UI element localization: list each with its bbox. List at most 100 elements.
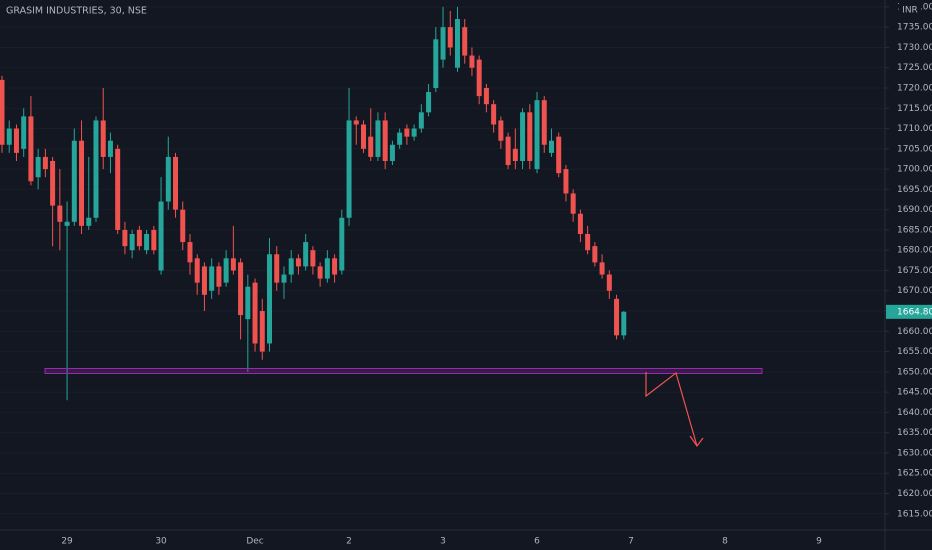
x-tick-label: 6 — [534, 537, 540, 547]
candle-body — [462, 27, 468, 56]
candle-body — [353, 120, 359, 125]
y-tick-label: 1705.00 — [897, 144, 932, 154]
candle-body — [534, 100, 540, 170]
candle-body — [288, 258, 294, 275]
candle-body — [274, 254, 280, 283]
arrow-drawing[interactable] — [645, 371, 698, 447]
chart-title: GRASIM INDUSTRIES, 30, NSE — [6, 6, 147, 17]
support-zone[interactable] — [44, 368, 763, 374]
y-tick-label: 1720.00 — [897, 83, 932, 93]
candle-body — [310, 250, 316, 267]
candle-body — [93, 120, 99, 218]
candle-body — [317, 266, 323, 279]
candle-body — [115, 148, 121, 230]
candle-body — [295, 258, 301, 267]
candle-body — [520, 112, 526, 161]
arrow-head — [689, 435, 704, 448]
candle-body — [223, 258, 229, 283]
candle-body — [491, 104, 497, 125]
candle-body — [375, 120, 381, 157]
candle-body — [346, 120, 352, 218]
candle-body — [368, 136, 374, 157]
candle-body — [541, 100, 547, 145]
y-tick-label: 1630.00 — [897, 448, 932, 458]
y-tick-label: 1615.00 — [897, 509, 932, 519]
last-price-box — [886, 304, 932, 319]
axes: 1615.00 1620.00 1625.00 1630.00 1635.00 1640.… — [61, 2, 932, 547]
x-tick-label: 30 — [155, 537, 167, 547]
candle-body — [136, 229, 142, 247]
candle-body — [433, 39, 439, 88]
candles — [0, 6, 627, 401]
candle-body — [548, 140, 554, 153]
candle-body — [216, 266, 222, 287]
candle-body — [13, 128, 19, 153]
title-bg — [4, 3, 116, 19]
candle-body — [173, 156, 179, 210]
candle-body — [606, 274, 612, 291]
y-tick-label: 1620.00 — [897, 489, 932, 499]
last-price-label: 1664.80 — [897, 307, 932, 317]
y-tick-label: 1635.00 — [897, 428, 932, 438]
candle-body — [404, 128, 410, 137]
candle-body — [303, 242, 309, 267]
candle-body — [267, 254, 273, 344]
currency-label: INR — [902, 6, 918, 16]
candle-body — [418, 112, 424, 129]
candle-body — [469, 55, 475, 68]
y-tick-label: 1650.00 — [897, 367, 932, 377]
candle-body — [476, 59, 482, 97]
candle-body — [158, 201, 164, 271]
candle-body — [447, 27, 453, 48]
candle-body — [281, 274, 287, 283]
candle-body — [245, 286, 251, 320]
candle-body — [339, 217, 345, 271]
candle-body — [194, 258, 200, 283]
y-tick-label: 1695.00 — [897, 185, 932, 195]
candle-body — [411, 128, 417, 137]
y-tick-label: 1640.00 — [897, 408, 932, 418]
candle-body — [259, 311, 265, 352]
x-tick-label: 29 — [61, 537, 73, 547]
candle-body — [6, 128, 12, 145]
candle-body — [107, 140, 113, 157]
candle-body — [498, 120, 504, 141]
candle-body — [527, 112, 533, 161]
candle-body — [151, 229, 157, 251]
candle-body — [332, 258, 338, 275]
candle-body — [21, 116, 27, 149]
candle-body — [512, 148, 518, 161]
candle-body — [570, 193, 576, 214]
candle-body — [238, 262, 244, 316]
candle-body — [324, 258, 330, 279]
x-tick-label: Dec — [246, 537, 263, 547]
candle-body — [614, 298, 620, 336]
candle-body — [180, 209, 186, 243]
candle-body — [426, 92, 432, 113]
candle-body — [585, 233, 591, 251]
y-tick-label: 1685.00 — [897, 225, 932, 235]
y-tick-label: 1680.00 — [897, 246, 932, 256]
x-tick-label: 2 — [346, 537, 352, 547]
candle-body — [28, 116, 34, 182]
candle-body — [129, 233, 135, 251]
y-tick-label: 1710.00 — [897, 124, 932, 134]
candle-body — [556, 136, 562, 174]
candle-body — [454, 19, 460, 68]
candle-body — [57, 205, 63, 222]
candle-body — [230, 258, 236, 271]
candle-body — [79, 140, 85, 226]
candle-body — [577, 213, 583, 234]
y-tick-label: 1660.00 — [897, 327, 932, 337]
currency-bg — [899, 2, 921, 16]
y-tick-label: 1735.00 — [897, 23, 932, 33]
candle-body — [64, 221, 70, 226]
y-tick-label: 1675.00 — [897, 266, 932, 276]
candle-body — [71, 140, 77, 222]
y-tick-label: 1715.00 — [897, 104, 932, 114]
candle-body — [440, 27, 446, 60]
x-tick-label: 7 — [628, 537, 634, 547]
x-tick-label: 8 — [722, 537, 728, 547]
y-tick-label: 1730.00 — [897, 43, 932, 53]
